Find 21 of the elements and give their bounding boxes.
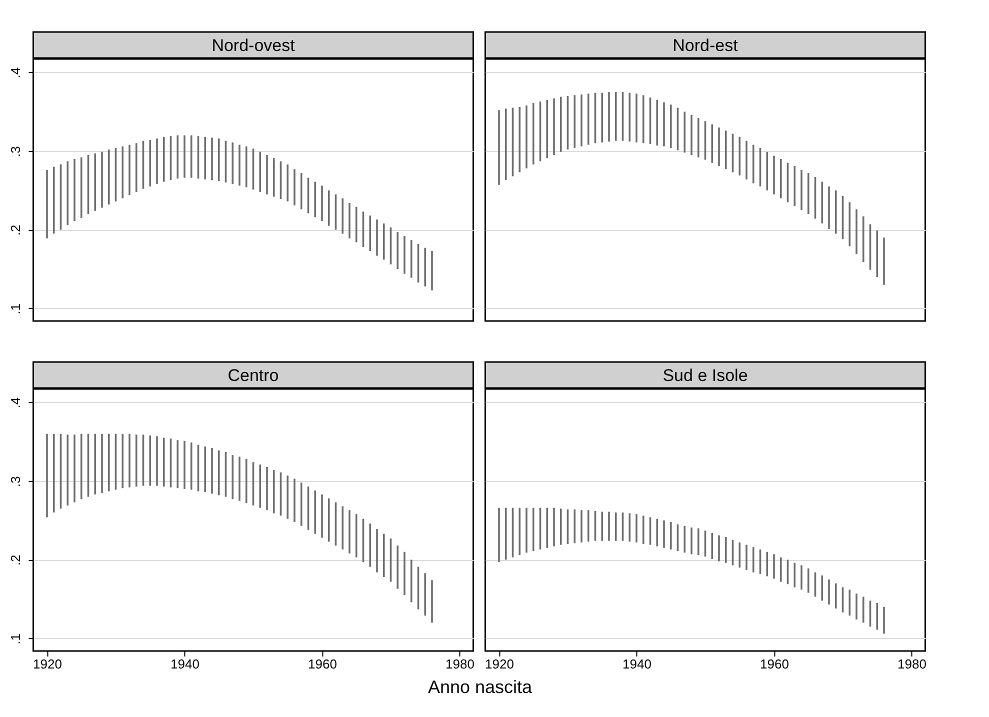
- chart-title: Centro: [228, 366, 279, 385]
- x-axis-title: Anno nascita: [428, 677, 534, 697]
- x-tick-label: 1920: [485, 656, 514, 672]
- chart-title: Nord-est: [672, 36, 738, 55]
- y-tick-label: .4: [8, 397, 23, 408]
- chart-title: Nord-ovest: [212, 36, 296, 55]
- x-tick-label: 1980: [898, 656, 926, 672]
- y-tick-label: .2: [8, 554, 23, 566]
- x-tick-label: 1960: [760, 656, 789, 672]
- y-tick-label: .2: [8, 224, 23, 236]
- chart-title: Sud e Isole: [662, 366, 748, 385]
- y-tick-label: .3: [8, 476, 23, 487]
- y-tick-label: .4: [8, 67, 23, 78]
- x-tick-label: 1920: [33, 656, 62, 672]
- x-tick-label: 1980: [446, 656, 474, 672]
- y-tick-label: .1: [8, 303, 23, 314]
- x-tick-label: 1940: [170, 656, 200, 672]
- x-tick-label: 1960: [308, 656, 337, 672]
- y-tick-label: .3: [8, 146, 23, 157]
- x-tick-label: 1940: [622, 656, 652, 672]
- y-tick-label: .1: [8, 633, 23, 644]
